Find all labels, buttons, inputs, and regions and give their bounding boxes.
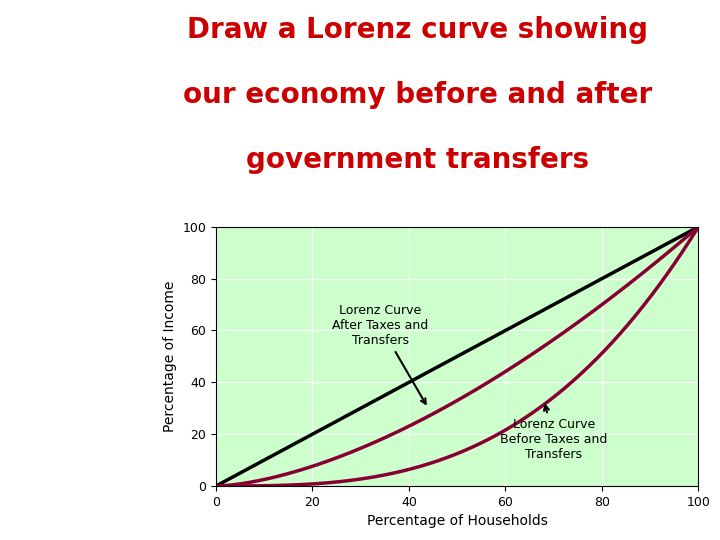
Text: our economy before and after: our economy before and after	[183, 81, 652, 109]
Text: Lorenz Curve
Before Taxes and
Transfers: Lorenz Curve Before Taxes and Transfers	[500, 406, 608, 461]
Text: Draw a Lorenz curve showing: Draw a Lorenz curve showing	[187, 16, 648, 44]
Text: Lorenz Curve
After Taxes and
Transfers: Lorenz Curve After Taxes and Transfers	[332, 304, 428, 404]
X-axis label: Percentage of Households: Percentage of Households	[366, 514, 548, 528]
Text: government transfers: government transfers	[246, 146, 589, 174]
Y-axis label: Percentage of Income: Percentage of Income	[163, 281, 177, 432]
